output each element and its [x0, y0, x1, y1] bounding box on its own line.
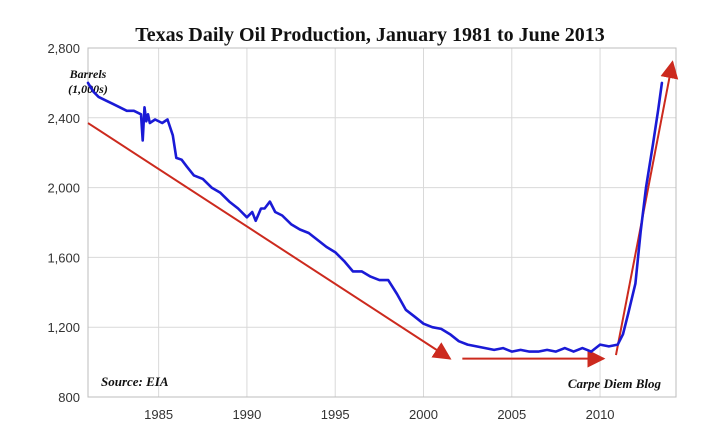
x-tick-label: 1985	[144, 407, 173, 422]
y-axis-tick-labels: 800 1,200 1,600 2,000 2,400 2,800	[47, 41, 80, 405]
credit-note: Carpe Diem Blog	[568, 376, 662, 391]
y-axis-label: Barrels	[69, 67, 107, 81]
series-line-production	[86, 81, 664, 353]
trend-arrow	[87, 122, 452, 360]
x-tick-label: 2005	[497, 407, 526, 422]
x-tick-label: 1990	[232, 407, 261, 422]
y-tick-label: 1,200	[47, 320, 80, 335]
y-tick-label: 2,400	[47, 111, 80, 126]
x-axis-tick-labels: 1985 1990 1995 2000 2005 2010	[144, 407, 614, 422]
plot-area-border	[87, 47, 677, 398]
y-tick-label: 2,000	[47, 181, 80, 196]
y-tick-label: 2,800	[47, 41, 80, 56]
x-tick-label: 2000	[409, 407, 438, 422]
trend-arrows	[87, 60, 679, 368]
y-tick-label: 1,600	[47, 250, 80, 265]
y-axis-label-sub: (1,000s)	[68, 82, 108, 96]
x-tick-label: 2010	[586, 407, 615, 422]
y-tick-label: 800	[58, 390, 80, 405]
chart-title: Texas Daily Oil Production, January 1981…	[135, 24, 605, 46]
x-tick-label: 1995	[321, 407, 350, 422]
series-layer	[86, 81, 664, 353]
source-note: Source: EIA	[101, 374, 169, 389]
grid-lines	[87, 47, 677, 398]
